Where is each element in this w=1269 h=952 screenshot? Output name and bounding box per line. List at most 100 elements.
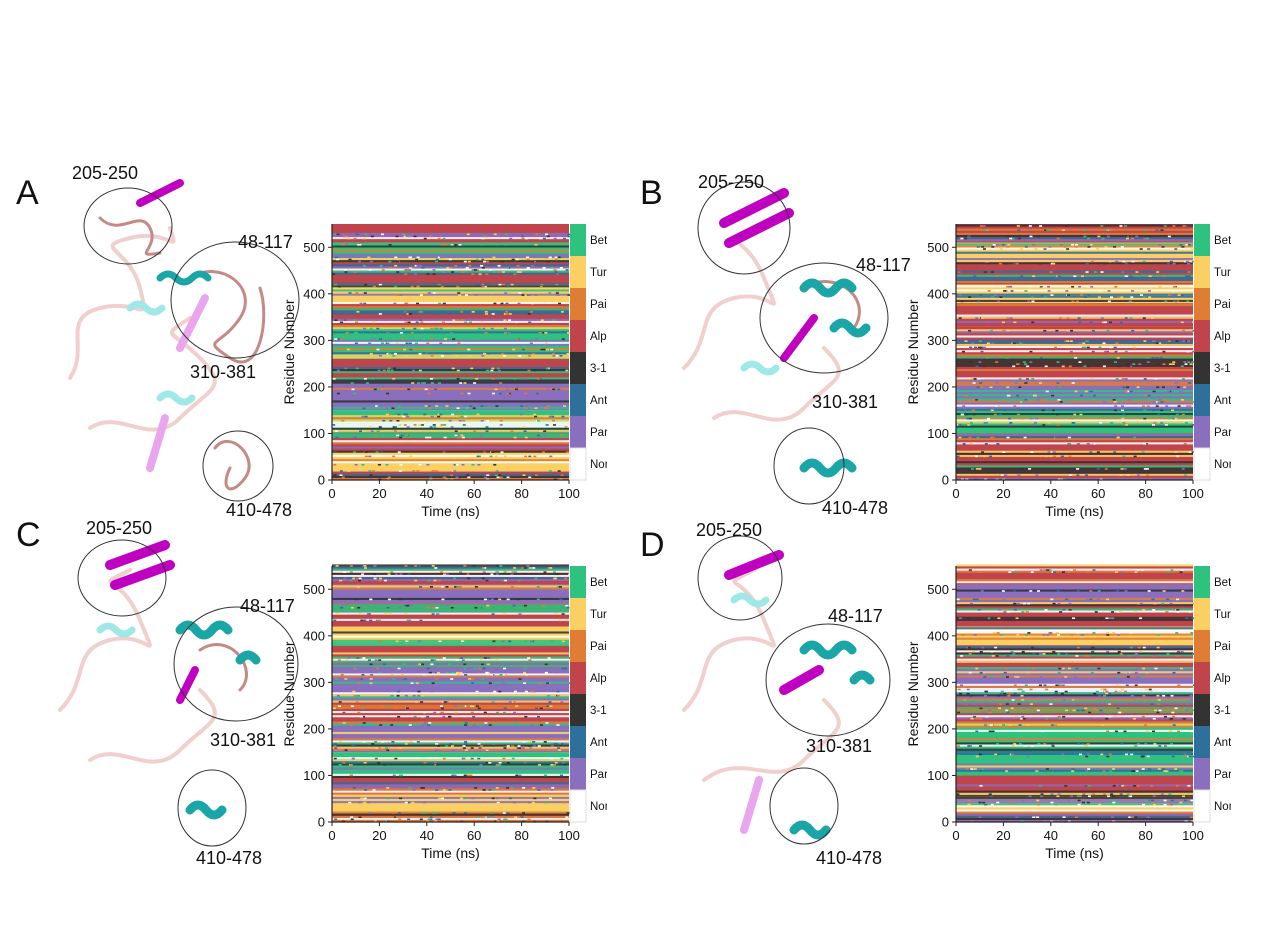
residue-speckle: [418, 640, 422, 643]
residue-speckle: [334, 747, 338, 749]
residue-speckle: [406, 313, 410, 315]
residue-speckle: [1173, 285, 1177, 288]
residue-speckle: [1089, 390, 1093, 393]
residue-stripe: [332, 587, 569, 590]
residue-speckle: [513, 273, 517, 275]
residue-speckle: [1172, 715, 1176, 718]
residue-speckle: [514, 321, 518, 324]
residue-speckle: [534, 338, 538, 340]
residue-speckle: [497, 818, 501, 821]
residue-speckle: [336, 789, 340, 791]
residue-speckle: [364, 455, 368, 458]
residue-speckle: [1086, 442, 1090, 445]
coil-trace: [98, 216, 162, 256]
helix-segment: [799, 278, 857, 298]
residue-speckle: [1024, 382, 1028, 384]
residue-speckle: [522, 787, 526, 789]
residue-speckle: [369, 678, 373, 680]
residue-stripe: [332, 325, 569, 328]
residue-speckle: [496, 797, 500, 800]
residue-speckle: [398, 424, 402, 426]
residue-speckle: [1038, 684, 1042, 687]
residue-speckle: [567, 235, 571, 238]
residue-speckle: [457, 292, 461, 294]
residue-speckle: [404, 321, 408, 324]
residue-speckle: [1163, 715, 1167, 718]
residue-speckle: [358, 579, 362, 582]
residue-speckle: [417, 690, 421, 693]
residue-speckle: [348, 258, 352, 261]
residue-stripe: [332, 612, 569, 615]
residue-speckle: [542, 237, 546, 240]
residue-speckle: [411, 470, 415, 472]
residue-speckle: [1124, 671, 1128, 674]
legend-swatch: [1194, 256, 1210, 288]
residue-speckle: [1013, 262, 1017, 265]
residue-stripe: [956, 224, 1193, 227]
residue-speckle: [1177, 405, 1181, 407]
residue-speckle: [403, 678, 407, 680]
residue-speckle: [453, 671, 457, 674]
residue-speckle: [1152, 424, 1156, 426]
residue-speckle: [399, 436, 403, 439]
residue-speckle: [499, 424, 503, 426]
residue-speckle: [386, 787, 390, 789]
residue-stripe: [332, 440, 569, 443]
residue-speckle: [483, 711, 487, 714]
residue-speckle: [512, 348, 516, 351]
residue-speckle: [407, 269, 411, 271]
residue-stripe: [956, 752, 1193, 755]
residue-speckle: [491, 378, 495, 380]
residue-speckle: [1167, 390, 1171, 393]
residue-speckle: [1039, 357, 1043, 359]
residue-speckle: [539, 285, 543, 288]
residue-speckle: [1160, 225, 1164, 227]
residue-speckle: [366, 348, 370, 351]
residue-speckle: [1002, 598, 1006, 601]
residue-speckle: [1122, 424, 1126, 426]
residue-speckle: [1005, 770, 1009, 772]
residue-speckle: [515, 705, 519, 708]
residue-speckle: [546, 388, 550, 391]
residue-speckle: [1037, 399, 1041, 401]
residue-speckle: [1024, 246, 1028, 248]
residue-speckle: [1103, 793, 1107, 795]
residue-speckle: [992, 632, 996, 634]
residue-speckle: [1086, 346, 1090, 349]
residue-stripe: [956, 811, 1193, 814]
residue-speckle: [362, 430, 366, 433]
residue-speckle: [972, 598, 976, 601]
residue-stripe: [956, 801, 1193, 804]
residue-speckle: [1004, 394, 1008, 397]
residue-speckle: [350, 774, 354, 777]
legend-swatch: [1194, 758, 1210, 790]
residue-speckle: [1057, 653, 1061, 655]
residue-speckle: [440, 705, 444, 708]
residue-stripe: [332, 604, 569, 607]
residue-speckle: [978, 801, 982, 804]
residue-speckle: [516, 264, 520, 267]
residue-speckle: [460, 657, 464, 659]
residue-speckle: [546, 405, 550, 407]
residue-speckle: [957, 688, 961, 691]
legend-label: 3-10 Helix: [590, 705, 607, 717]
residue-speckle: [356, 577, 360, 580]
residue-speckle: [1090, 378, 1094, 380]
residue-speckle: [1024, 363, 1028, 366]
residue-speckle: [513, 567, 517, 569]
residue-speckle: [1058, 386, 1062, 389]
residue-stripe: [956, 652, 1193, 655]
residue-speckle: [363, 797, 367, 800]
residue-speckle: [1032, 275, 1036, 278]
residue-speckle: [557, 256, 561, 259]
residue-speckle: [1001, 321, 1005, 324]
residue-speckle: [1043, 676, 1047, 678]
residue-speckle: [481, 678, 485, 680]
residue-speckle: [396, 419, 400, 422]
residue-speckle: [545, 367, 549, 370]
residue-speckle: [1078, 285, 1082, 288]
residue-speckle: [479, 659, 483, 661]
residue-speckle: [361, 573, 365, 576]
residue-speckle: [474, 294, 478, 296]
residue-speckle: [425, 436, 429, 439]
